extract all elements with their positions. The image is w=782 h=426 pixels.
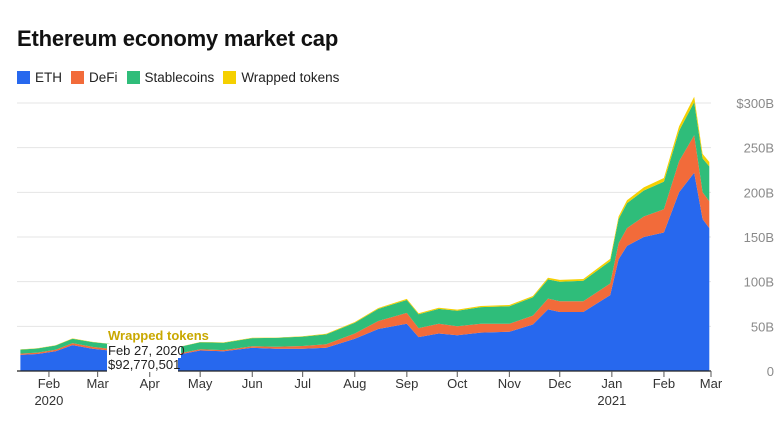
y-tick-label: 0	[767, 364, 774, 379]
legend-item-defi[interactable]: DeFi	[71, 70, 118, 85]
legend-item-wrapped-tokens[interactable]: Wrapped tokens	[223, 70, 339, 85]
legend-swatch-eth	[17, 71, 30, 84]
x-tick-label: May	[188, 376, 213, 391]
x-tick-label: Nov	[498, 376, 522, 391]
chart-legend: ETH DeFi Stablecoins Wrapped tokens	[17, 70, 348, 85]
annotation-date: Feb 27, 2020	[108, 343, 185, 358]
x-tick-label: Aug	[343, 376, 366, 391]
x-tick-year-label: 2021	[597, 393, 626, 408]
y-tick-label: 100B	[744, 275, 774, 290]
annotation-date-bg	[107, 344, 181, 358]
y-tick-label: 50B	[751, 319, 774, 334]
legend-label-eth: ETH	[35, 70, 62, 85]
x-tick-label: Oct	[447, 376, 468, 391]
legend-swatch-defi	[71, 71, 84, 84]
x-tick-label: Mar	[86, 376, 109, 391]
legend-swatch-wrapped-tokens	[223, 71, 237, 84]
chart-title: Ethereum economy market cap	[17, 26, 339, 51]
legend-label-stablecoins: Stablecoins	[144, 70, 215, 85]
y-tick-label: $300B	[736, 96, 774, 111]
y-tick-label: 200B	[744, 185, 774, 200]
annotation-value-bg	[107, 358, 178, 372]
x-tick-label: Apr	[140, 376, 161, 391]
eth-area	[20, 172, 710, 371]
legend-label-wrapped-tokens: Wrapped tokens	[241, 70, 340, 85]
legend-item-stablecoins[interactable]: Stablecoins	[126, 70, 215, 85]
x-tick-label: Jan	[601, 376, 622, 391]
legend-swatch-stablecoins	[126, 71, 140, 84]
legend-item-eth[interactable]: ETH	[17, 70, 62, 85]
y-tick-label: 250B	[744, 141, 774, 156]
x-tick-label: Mar	[700, 376, 723, 391]
x-tick-label: Jun	[242, 376, 263, 391]
x-tick-label: Jul	[294, 376, 311, 391]
x-tick-label: Sep	[395, 376, 418, 391]
stablecoins-area	[20, 102, 710, 357]
annotation-value: $92,770,501	[108, 357, 180, 372]
x-tick-year-label: 2020	[34, 393, 63, 408]
x-tick-label: Feb	[38, 376, 60, 391]
x-tick-label: Dec	[548, 376, 572, 391]
x-tick-label: Feb	[653, 376, 675, 391]
legend-label-defi: DeFi	[89, 70, 118, 85]
annotation-series-label: Wrapped tokens	[108, 328, 209, 343]
y-tick-label: 150B	[744, 230, 774, 245]
